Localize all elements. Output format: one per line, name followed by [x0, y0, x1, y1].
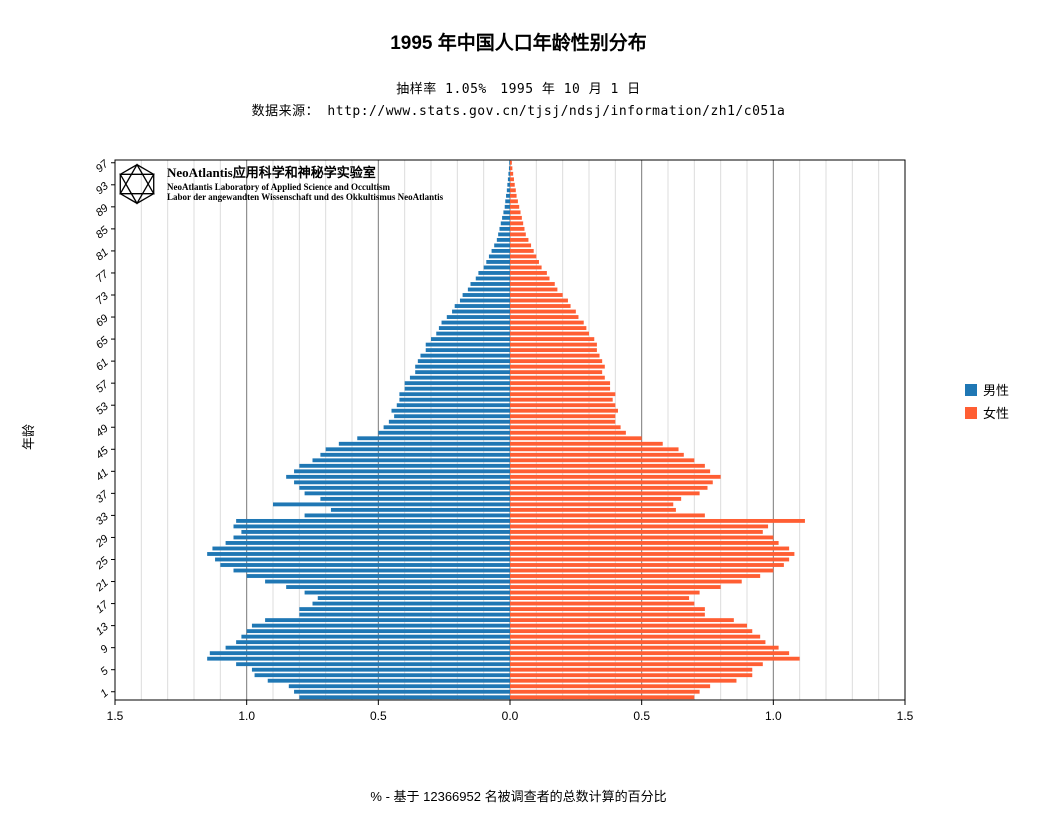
watermark-line-1: NeoAtlantis应用科学和神秘学实验室 [167, 162, 443, 181]
plot-area: 1.5 1.0 0.5 0.0 0.5 1.0 1.5 1 5 9 13 17 21 25 29 33 37 41… [95, 155, 925, 745]
svg-text:45: 45 [95, 444, 111, 462]
svg-text:69: 69 [95, 312, 111, 329]
chart-title: 1995 年中国人口年龄性别分布 [0, 28, 1037, 55]
legend-swatch-female [965, 407, 977, 419]
svg-text:57: 57 [95, 378, 111, 396]
svg-text:41: 41 [95, 467, 111, 484]
svg-text:0.5: 0.5 [633, 709, 650, 723]
chart-subtitle-1: 抽样率 1.05% 1995 年 10 月 1 日 [0, 78, 1037, 97]
svg-text:0.5: 0.5 [370, 709, 387, 723]
legend-item-male: 男性 [965, 380, 1009, 399]
svg-text:65: 65 [95, 334, 111, 352]
svg-text:93: 93 [95, 180, 111, 198]
pyramid-svg: 1.5 1.0 0.5 0.0 0.5 1.0 1.5 1 5 9 13 17 21 25 29 33 37 41… [95, 155, 925, 745]
legend-label-female: 女性 [983, 403, 1009, 422]
svg-text:29: 29 [95, 533, 111, 551]
svg-text:1.5: 1.5 [897, 709, 914, 723]
svg-text:77: 77 [95, 268, 111, 286]
svg-text:17: 17 [95, 598, 111, 616]
legend-label-male: 男性 [983, 380, 1009, 399]
x-axis-label: % - 基于 12366952 名被调查者的总数计算的百分比 [0, 786, 1037, 805]
y-axis-label: 年龄 [18, 424, 37, 450]
svg-text:1: 1 [98, 687, 110, 700]
svg-text:97: 97 [95, 158, 111, 176]
chart-container: 1995 年中国人口年龄性别分布 抽样率 1.05% 1995 年 10 月 1… [0, 0, 1037, 825]
legend-item-female: 女性 [965, 403, 1009, 422]
svg-text:85: 85 [95, 224, 111, 242]
watermark: NeoAtlantis应用科学和神秘学实验室 NeoAtlantis Labor… [115, 162, 443, 206]
svg-text:1.5: 1.5 [107, 709, 124, 723]
svg-text:5: 5 [98, 664, 111, 678]
svg-text:1.0: 1.0 [238, 709, 255, 723]
legend-swatch-male [965, 384, 977, 396]
svg-text:49: 49 [95, 423, 111, 440]
svg-text:21: 21 [95, 577, 111, 595]
legend: 男性 女性 [965, 380, 1009, 426]
svg-text:89: 89 [95, 202, 111, 219]
svg-text:61: 61 [95, 356, 111, 373]
watermark-text: NeoAtlantis应用科学和神秘学实验室 NeoAtlantis Labor… [167, 162, 443, 202]
svg-text:53: 53 [95, 400, 111, 418]
watermark-line-3: Labor der angewandten Wissenschaft und d… [167, 192, 443, 202]
watermark-line-2: NeoAtlantis Laboratory of Applied Scienc… [167, 182, 443, 192]
watermark-star-icon [115, 162, 159, 206]
svg-text:33: 33 [95, 510, 111, 528]
svg-text:37: 37 [95, 488, 111, 506]
svg-text:1.0: 1.0 [765, 709, 782, 723]
svg-text:9: 9 [98, 643, 110, 656]
svg-text:25: 25 [95, 554, 111, 572]
chart-subtitle-2: 数据来源： http://www.stats.gov.cn/tjsj/ndsj/… [0, 100, 1037, 119]
svg-text:73: 73 [95, 290, 111, 308]
svg-text:0.0: 0.0 [502, 709, 519, 723]
svg-text:81: 81 [95, 246, 111, 263]
svg-text:13: 13 [95, 620, 111, 638]
